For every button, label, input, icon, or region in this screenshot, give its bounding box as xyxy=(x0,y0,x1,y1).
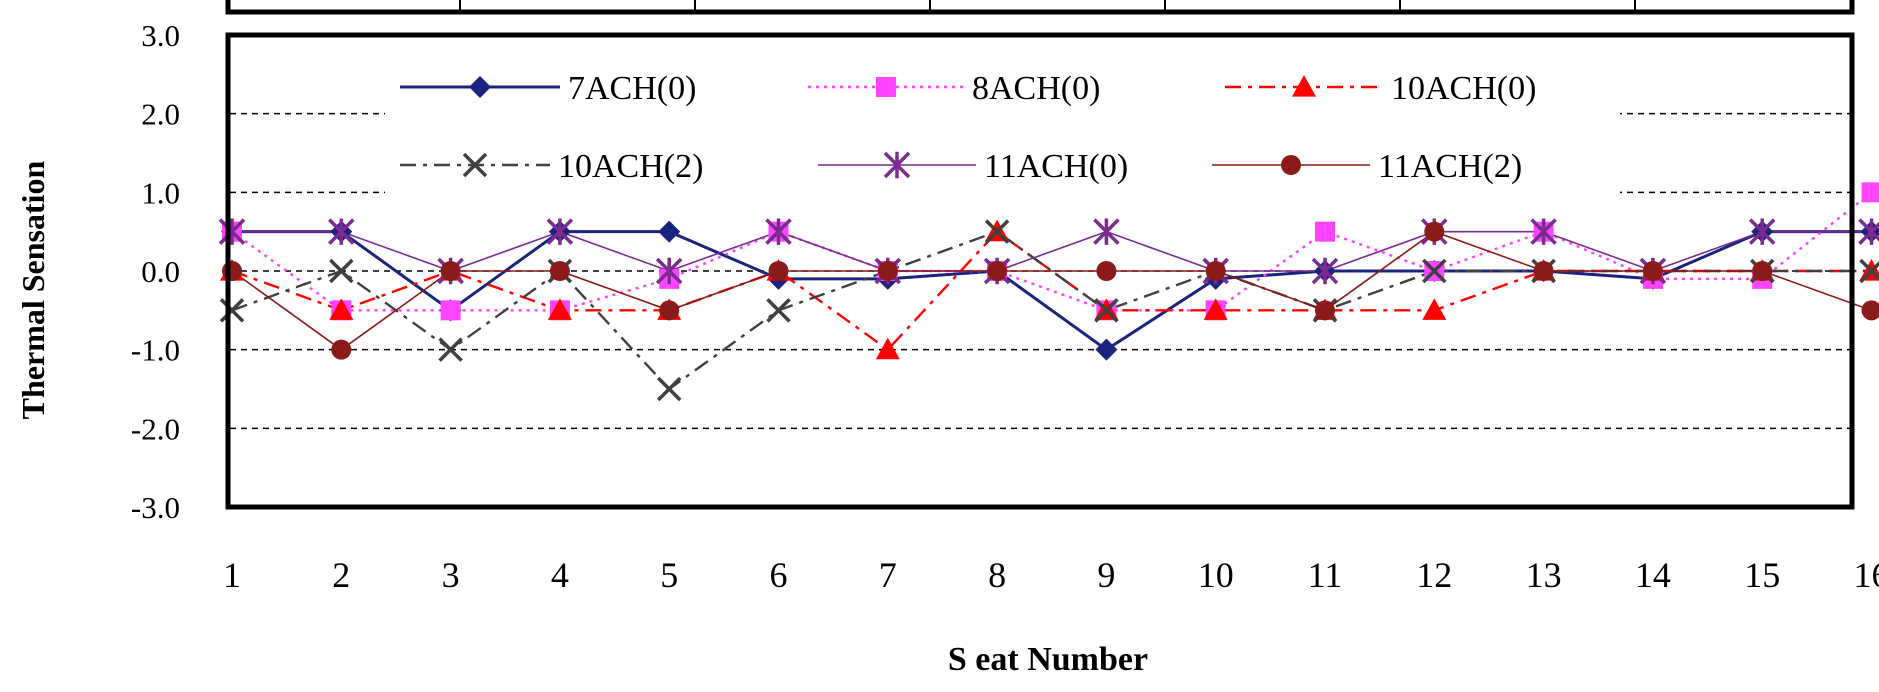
diamond-marker xyxy=(469,76,491,98)
circle-marker xyxy=(331,339,352,360)
star-marker xyxy=(883,151,911,179)
series-line-10ACH(2) xyxy=(231,230,1872,391)
x-marker xyxy=(329,258,354,284)
legend-label-10ACH(0): 10ACH(0) xyxy=(1391,70,1536,107)
x-tick-label: 4 xyxy=(551,555,569,595)
circle-marker xyxy=(1424,221,1445,242)
x-tick-labels: 12345678910111213141516 xyxy=(223,555,1879,595)
y-tick-labels: 3.0 2.0 1.0 0.0 -1.0 -2.0 -3.0 xyxy=(131,18,180,525)
legend: 7ACH(0) 8ACH(0) 10ACH(0) 10ACH(2) 11ACH(0) 11… xyxy=(400,70,1536,185)
x-marker xyxy=(1094,298,1119,323)
y-tick-label: 1.0 xyxy=(141,175,180,210)
x-marker xyxy=(1422,258,1447,284)
y-tick-label: 0.0 xyxy=(141,254,180,289)
y-tick-label: -2.0 xyxy=(131,411,180,446)
star-marker xyxy=(328,218,355,245)
circle-marker xyxy=(1861,300,1879,321)
diamond-marker xyxy=(658,220,681,243)
star-marker xyxy=(765,218,792,245)
x-tick-label: 14 xyxy=(1635,555,1671,595)
plot-frame xyxy=(225,32,1855,510)
x-tick-label: 3 xyxy=(442,555,460,595)
legend-label-7ACH(0): 7ACH(0) xyxy=(568,70,696,107)
circle-marker xyxy=(877,261,898,281)
y-tick-label: -3.0 xyxy=(131,490,180,525)
triangle-marker xyxy=(1292,75,1316,97)
x-axis-title: S eat Number xyxy=(948,641,1148,678)
square-marker xyxy=(1315,221,1335,242)
star-marker xyxy=(1530,218,1557,245)
x-tick-label: 7 xyxy=(879,555,897,595)
series-line-7ACH(0) xyxy=(232,230,1872,352)
circle-marker xyxy=(222,261,242,281)
x-tick-label: 9 xyxy=(1097,555,1115,595)
circle-marker xyxy=(549,261,570,281)
star-marker xyxy=(1311,257,1339,285)
series-markers xyxy=(218,182,1879,402)
legend-label-11ACH(2): 11ACH(2) xyxy=(1378,148,1522,185)
legend-background xyxy=(385,60,1620,200)
circle-marker xyxy=(659,300,680,321)
star-marker xyxy=(1858,218,1879,245)
circle-marker xyxy=(1752,261,1773,281)
triangle-marker xyxy=(1422,298,1447,320)
x-tick-label: 8 xyxy=(988,555,1006,595)
upper-panel-remnant xyxy=(225,0,1855,15)
triangle-marker xyxy=(1203,298,1228,320)
star-marker xyxy=(1748,218,1776,245)
x-marker xyxy=(462,152,488,178)
x-marker xyxy=(438,337,463,362)
x-tick-label: 6 xyxy=(770,555,788,595)
triangle-marker xyxy=(329,298,354,320)
circle-marker xyxy=(1315,300,1335,321)
star-marker xyxy=(1093,218,1120,245)
square-marker xyxy=(1861,182,1879,203)
circle-marker xyxy=(987,261,1008,281)
y-tick-label: -1.0 xyxy=(131,333,180,368)
square-marker xyxy=(440,300,461,321)
circle-marker xyxy=(1096,261,1117,281)
diamond-marker xyxy=(1095,338,1118,361)
upper-panel-frame xyxy=(225,0,1855,15)
circle-marker xyxy=(1642,261,1663,281)
y-tick-label: 2.0 xyxy=(141,97,180,132)
circle-marker xyxy=(768,261,789,281)
circle-marker xyxy=(1205,261,1226,281)
x-tick-label: 13 xyxy=(1526,555,1562,595)
square-marker xyxy=(876,77,896,97)
triangle-marker xyxy=(547,298,572,320)
series-lines xyxy=(231,191,1873,391)
legend-label-8ACH(0): 8ACH(0) xyxy=(972,70,1100,107)
legend-label-11ACH(0): 11ACH(0) xyxy=(984,148,1128,185)
x-tick-label: 11 xyxy=(1308,555,1343,595)
circle-marker xyxy=(440,261,461,281)
legend-label-10ACH(2): 10ACH(2) xyxy=(558,148,703,185)
x-tick-label: 5 xyxy=(660,555,678,595)
upper-panel-dividers xyxy=(459,0,1636,12)
star-marker xyxy=(546,218,574,245)
x-marker xyxy=(984,219,1010,244)
x-tick-label: 1 xyxy=(223,555,241,595)
x-marker xyxy=(766,298,791,323)
circle-marker xyxy=(1281,155,1301,175)
x-tick-label: 12 xyxy=(1416,555,1452,595)
x-marker xyxy=(219,298,245,323)
x-tick-label: 16 xyxy=(1854,555,1879,595)
star-marker xyxy=(655,257,683,285)
series-line-11ACH(2) xyxy=(231,230,1872,351)
y-axis-title: Thermal Sensation xyxy=(15,160,51,419)
x-marker xyxy=(656,376,682,402)
y-tick-label: 3.0 xyxy=(141,18,180,53)
x-tick-label: 2 xyxy=(332,555,350,595)
x-tick-label: 15 xyxy=(1744,555,1780,595)
x-tick-label: 10 xyxy=(1198,555,1234,595)
star-marker xyxy=(218,218,246,245)
circle-marker xyxy=(1533,261,1554,281)
series-line-11ACH(0) xyxy=(232,230,1872,272)
triangle-marker xyxy=(875,337,900,360)
